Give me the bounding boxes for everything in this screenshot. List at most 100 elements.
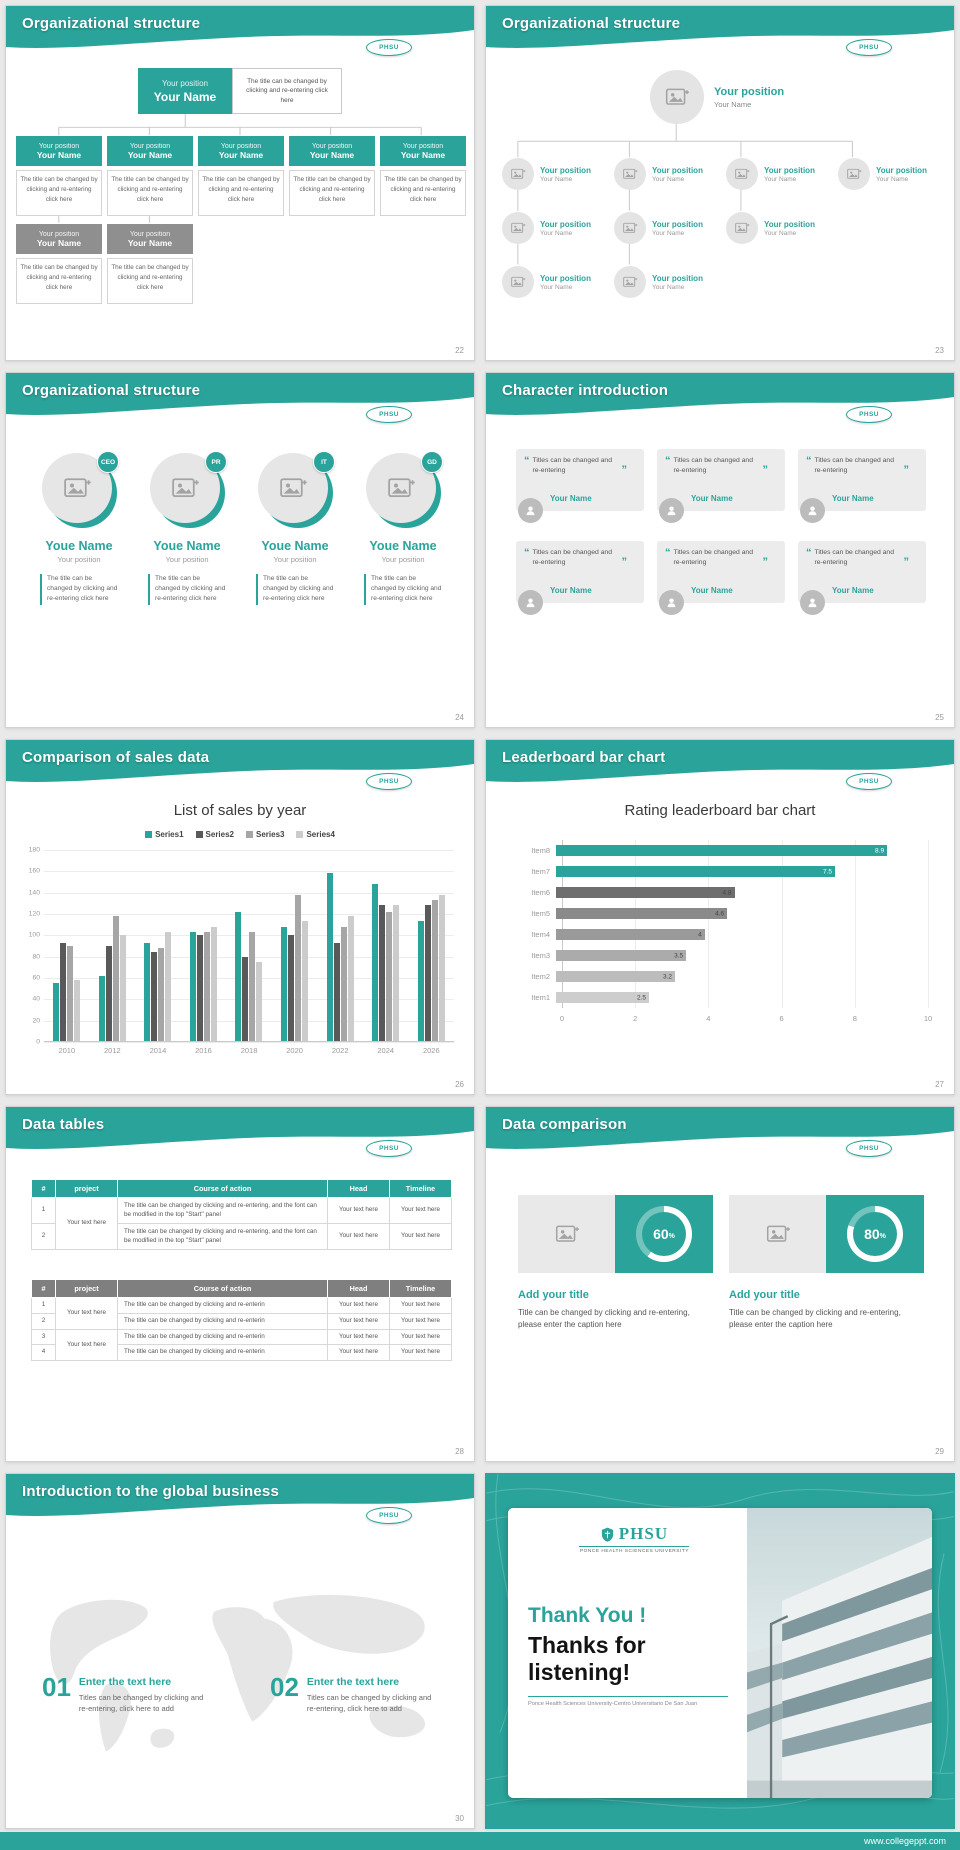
slide-23-organizational-structure[interactable]: Organizational structure PHSU Your positi…: [485, 5, 955, 361]
phsu-logo-text: PHSU: [379, 1145, 399, 1152]
cell-course: The title can be changed by clicking and…: [117, 1312, 328, 1330]
legend-swatch: [145, 831, 153, 838]
cell-index: 2: [31, 1312, 56, 1330]
y-tick-label: 60: [32, 974, 40, 982]
gridline: [562, 840, 563, 1008]
header-wave: [6, 740, 474, 782]
header-wave: [486, 6, 954, 48]
x-tick-label: 2022: [331, 1046, 349, 1055]
legend-swatch: [296, 831, 304, 838]
bar: [242, 956, 249, 1042]
slide-title: Character introduction: [502, 382, 669, 399]
bar: [288, 935, 294, 1042]
bar-chart: [44, 850, 454, 1043]
org-node-position: Your position: [311, 142, 353, 150]
table-head: # project Course of action Head Timeline: [31, 1279, 452, 1298]
slide-29-data-comparison[interactable]: Data comparison PHSU 60% Add your title T…: [485, 1106, 955, 1462]
bar: 2.5: [556, 992, 649, 1003]
bar: [53, 983, 60, 1042]
org-person-position: Your position: [652, 165, 703, 175]
cell-course: The title can be changed by clicking and…: [117, 1223, 328, 1250]
org-branch: Your position Your Name The title can be c…: [107, 224, 193, 304]
table-row: 4 The title can be changed by clicking an…: [31, 1344, 452, 1362]
bar: [144, 942, 151, 1042]
column-header: project: [55, 1179, 118, 1198]
slide-28-data-tables[interactable]: Data tables PHSU # project Course of action…: [5, 1106, 475, 1462]
phsu-logo: PHSU: [846, 406, 892, 423]
cell-index: 4: [31, 1344, 56, 1362]
table-row: 2 The title can be changed by clicking an…: [31, 1312, 452, 1330]
bar: [393, 905, 400, 1042]
bar: [424, 905, 431, 1042]
org-person: Your position Your Name: [614, 158, 726, 190]
bar-track: 2.5: [556, 992, 928, 1003]
bar-track: 4.6: [556, 908, 928, 919]
person-name: Your Name: [832, 494, 874, 503]
chart-title: Rating leaderboard bar chart: [624, 802, 816, 819]
org-branch: Your position Your Name The title can be c…: [289, 136, 375, 216]
column-header: Course of action: [117, 1279, 328, 1298]
slide-30-introduction-global-business[interactable]: Introduction to the global business PHSU …: [5, 1473, 475, 1829]
quote-open-icon: “: [524, 455, 530, 467]
photo-placeholder-icon: [502, 266, 534, 298]
quote-close-icon: ”: [621, 463, 628, 476]
y-tick-label: 160: [28, 867, 40, 875]
phsu-logo-text: PHSU: [379, 778, 399, 785]
bar: [98, 975, 105, 1042]
legend-item: Series2: [195, 830, 234, 839]
image-placeholder-icon: [623, 276, 638, 287]
column-header: Course of action: [117, 1179, 328, 1198]
bar: 4: [556, 929, 705, 940]
slide-26-comparison-of-sales-data[interactable]: Comparison of sales data PHSU List of sal…: [5, 739, 475, 1095]
slide-25-character-introduction[interactable]: Character introduction PHSU “Titles can b…: [485, 372, 955, 728]
table-row: 2 The title can be changed by clicking an…: [31, 1223, 452, 1250]
org-node-position: Your position: [220, 142, 262, 150]
org-person-text: Your position Your Name: [652, 274, 703, 291]
slide-thank-you[interactable]: PHSU Ponce Health Sciences University Th…: [485, 1473, 955, 1829]
bar: [333, 942, 340, 1042]
org-person-text: Your position Your Name: [540, 274, 591, 291]
data-table-2: # project Course of action Head Timeline 1 You…: [31, 1279, 452, 1362]
org-level-2: Your position Your Name The title can be c…: [16, 224, 193, 304]
table-header-row: # project Course of action Head Timeline: [31, 1179, 452, 1198]
university-subtitle: Ponce Health Sciences University-Centro …: [528, 1696, 729, 1707]
image-placeholder-icon: [623, 222, 638, 233]
gridline: [44, 914, 454, 915]
chart-title: List of sales by year: [173, 802, 307, 819]
bar: [67, 946, 74, 1042]
bar-group: [417, 850, 445, 1042]
avatar-icon: [800, 590, 825, 615]
bar: [189, 932, 196, 1042]
quote-line: “Titles can be changed and re-entering ”: [806, 456, 918, 476]
org-person: Your position Your Name: [502, 266, 614, 298]
slide-27-leaderboard-bar-chart[interactable]: Leaderboard bar chart PHSU Rating leaderb…: [485, 739, 955, 1095]
profile-card: CEO Youe Name Your position The title can b…: [29, 451, 129, 605]
image-placeholder-icon: [388, 478, 415, 497]
phsu-logo: PHSU: [846, 39, 892, 56]
bar: [119, 935, 126, 1042]
org-node-name: Your Name: [309, 149, 355, 160]
footer-url[interactable]: www.collegeppt.com: [863, 1836, 946, 1846]
slide-22-organizational-structure[interactable]: Organizational structure PHSU Your positi…: [5, 5, 475, 361]
cell-head: Your text here: [327, 1297, 390, 1314]
page-number: 29: [935, 1447, 944, 1456]
slide-24-organizational-structure[interactable]: Organizational structure PHSU CEO Youe Nam…: [5, 372, 475, 728]
image-placeholder-icon: [64, 478, 91, 497]
person-icon: [667, 506, 676, 516]
column-header: Timeline: [389, 1279, 452, 1298]
org-node-desc: The title can be changed by clicking and…: [16, 258, 102, 304]
phsu-logo-text: PHSU: [379, 1512, 399, 1519]
bar: 3.5: [556, 950, 687, 961]
bar-group: [98, 850, 126, 1042]
bar-row: Item5 4.6: [516, 903, 928, 924]
cell-head: Your text here: [327, 1197, 390, 1224]
avatar-icon: [659, 590, 684, 615]
legend-label: Series4: [306, 830, 335, 839]
y-tick-label: 80: [32, 953, 40, 961]
org-node-box: Your position Your Name: [380, 136, 466, 166]
donut-chart-60: 60%: [636, 1206, 692, 1262]
avatar-icon: [800, 498, 825, 523]
quote-line: “Titles can be changed and re-entering ”: [806, 548, 918, 568]
x-tick-label: 8: [852, 1014, 857, 1023]
gridline: [781, 840, 783, 1008]
